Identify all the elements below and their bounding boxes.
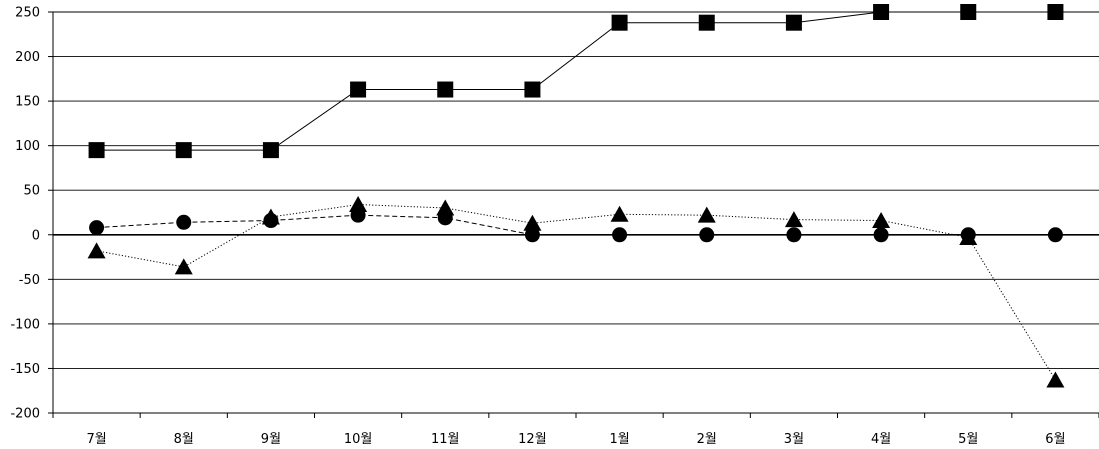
data-point-triangle (349, 195, 368, 212)
x-tick-label: 5월 (958, 432, 978, 447)
x-tick-label: 8월 (174, 432, 194, 447)
data-point-triangle (87, 242, 106, 259)
data-point-triangle (1046, 371, 1065, 388)
y-axis-tick-labels: 250 200 150 100 50 0 -50 -100 -150 -200 (10, 6, 40, 422)
y-tick-label: -50 (19, 273, 40, 288)
axes (48, 11, 1099, 418)
y-tick-label: 250 (15, 6, 40, 21)
data-point-circle (89, 220, 105, 236)
data-point-circle (699, 227, 715, 243)
series-line-circle (96, 214, 1056, 236)
y-tick-label: -100 (10, 317, 40, 332)
x-tick-label: 2월 (697, 432, 717, 447)
series-line-square (96, 11, 1056, 151)
y-tick-label: 200 (15, 50, 40, 65)
data-point-circle (1047, 227, 1063, 243)
data-point-triangle (610, 205, 629, 222)
data-point-square (88, 142, 105, 159)
data-point-triangle (261, 208, 280, 225)
data-point-triangle (523, 214, 542, 231)
data-point-square (350, 81, 367, 98)
data-point-circle (524, 227, 540, 243)
x-axis-tick-labels: 7월 8월 9월 10월 11월 12월 1월 2월 3월 4월 5월 6월 (86, 432, 1065, 447)
x-tick-label: 12월 (518, 432, 547, 447)
data-point-triangle (959, 228, 978, 245)
gridlines (53, 11, 1099, 414)
data-point-triangle (697, 206, 716, 223)
x-tick-label: 7월 (86, 432, 106, 447)
data-point-circle (176, 214, 192, 230)
data-point-square (960, 4, 977, 20)
y-tick-label: -200 (10, 407, 40, 422)
data-point-circle (612, 227, 628, 243)
y-tick-label: 150 (15, 95, 40, 110)
series-lines (96, 11, 1056, 381)
y-tick-label: -150 (10, 362, 40, 377)
y-tick-label: 100 (15, 139, 40, 154)
data-point-triangle (784, 211, 803, 228)
data-point-triangle (872, 212, 891, 229)
data-point-square (262, 142, 279, 159)
data-point-triangle (436, 199, 455, 216)
data-point-square (437, 81, 454, 98)
data-point-square (611, 14, 628, 31)
data-point-circle (873, 227, 889, 243)
x-tick-label: 11월 (431, 432, 460, 447)
x-tick-label: 6월 (1045, 432, 1065, 447)
x-tick-label: 4월 (871, 432, 891, 447)
y-tick-label: 50 (23, 184, 40, 199)
data-point-square (175, 142, 192, 159)
data-point-triangle (174, 258, 193, 275)
x-tick-label: 9월 (261, 432, 281, 447)
data-point-square (524, 81, 541, 98)
x-tick-label: 1월 (609, 432, 629, 447)
y-tick-label: 0 (32, 228, 40, 243)
x-tick-label: 3월 (784, 432, 804, 447)
series-line-triangle (96, 203, 1056, 381)
data-point-square (1047, 4, 1064, 20)
x-tick-label: 10월 (344, 432, 373, 447)
data-markers (87, 4, 1065, 388)
data-point-square (785, 14, 802, 31)
data-point-square (698, 14, 715, 31)
data-point-square (873, 4, 890, 20)
data-point-circle (786, 227, 802, 243)
